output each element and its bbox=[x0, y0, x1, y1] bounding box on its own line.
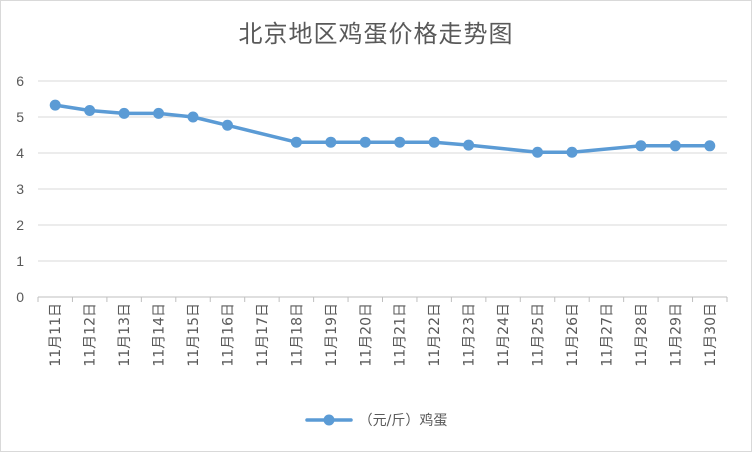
legend-label: （元/斤）鸡蛋 bbox=[358, 413, 448, 429]
y-tick-label: 5 bbox=[16, 109, 24, 125]
data-point bbox=[669, 140, 681, 152]
x-tick-label: 11月11日 bbox=[48, 303, 64, 367]
data-point bbox=[532, 146, 544, 158]
x-tick-label: 11月16日 bbox=[220, 303, 236, 367]
gridlines bbox=[38, 80, 727, 262]
data-point bbox=[187, 111, 199, 123]
x-tick-label: 11月20日 bbox=[358, 303, 374, 367]
x-tick-label: 11月30日 bbox=[703, 303, 719, 367]
data-point bbox=[153, 107, 165, 119]
data-point bbox=[704, 140, 716, 152]
x-tick-label: 11月24日 bbox=[496, 303, 512, 367]
y-tick-label: 2 bbox=[16, 217, 24, 233]
data-point bbox=[84, 105, 96, 117]
data-point bbox=[325, 136, 337, 148]
x-tick-label: 11月27日 bbox=[599, 303, 615, 367]
x-tick-label: 11月21日 bbox=[393, 303, 409, 367]
x-tick-label: 11月12日 bbox=[83, 303, 99, 367]
x-tick-label: 11月26日 bbox=[565, 303, 581, 367]
y-tick-label: 6 bbox=[16, 73, 24, 89]
y-axis-ticks: 0 1 2 3 4 5 6 bbox=[16, 73, 24, 305]
data-point bbox=[428, 136, 440, 148]
chart-title: 北京地区鸡蛋价格走势图 bbox=[238, 20, 514, 48]
x-tick-label: 11月23日 bbox=[462, 303, 478, 367]
series-eggs bbox=[49, 99, 716, 158]
data-point bbox=[118, 107, 130, 119]
legend: （元/斤）鸡蛋 bbox=[0, 410, 752, 431]
data-point bbox=[463, 139, 475, 151]
data-point bbox=[394, 136, 406, 148]
x-tick-label: 11月19日 bbox=[324, 303, 340, 367]
data-point bbox=[49, 99, 61, 111]
y-tick-label: 0 bbox=[16, 289, 24, 305]
legend-marker bbox=[304, 414, 353, 426]
data-point bbox=[290, 136, 302, 148]
y-tick-label: 4 bbox=[16, 145, 24, 161]
y-tick-label: 1 bbox=[16, 253, 24, 269]
x-tick-label: 11月25日 bbox=[531, 303, 547, 367]
data-point bbox=[566, 146, 578, 158]
x-tick-label: 11月15日 bbox=[186, 303, 202, 367]
data-point bbox=[635, 140, 647, 152]
x-tick-label: 11月13日 bbox=[117, 303, 133, 367]
y-tick-label: 3 bbox=[16, 181, 24, 197]
x-tick-label: 11月22日 bbox=[427, 303, 443, 367]
x-tick-label: 11月29日 bbox=[668, 303, 684, 367]
data-point bbox=[221, 119, 233, 131]
x-tick-label: 11月17日 bbox=[255, 303, 271, 367]
x-tick-label: 11月28日 bbox=[634, 303, 650, 367]
x-tick-label: 11月14日 bbox=[152, 303, 168, 367]
axes bbox=[37, 296, 728, 302]
x-axis-ticks: 11月11日 11月12日 11月13日 11月14日 11月15日 11月16日 11月1… bbox=[48, 303, 719, 367]
x-tick-label: 11月18日 bbox=[289, 303, 305, 367]
data-point bbox=[359, 136, 371, 148]
